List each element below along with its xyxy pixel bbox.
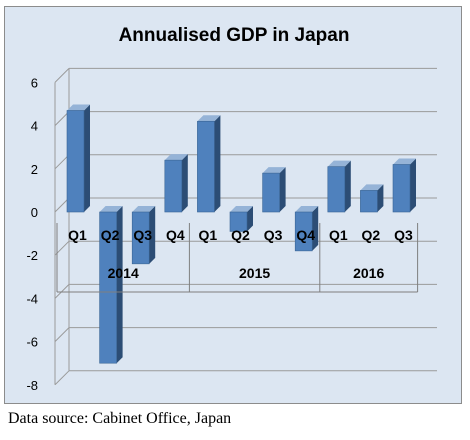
gridlines (54, 67, 437, 386)
gridline-diagonal (54, 370, 70, 386)
bar-top (164, 154, 188, 161)
bar-top (132, 206, 156, 212)
x-group-label: 2015 (239, 265, 270, 281)
x-category-label: Q1 (199, 227, 218, 243)
bar-side (312, 206, 319, 251)
x-category-label: Q2 (362, 227, 381, 243)
x-category-label: Q1 (329, 227, 348, 243)
bar-top (262, 167, 286, 174)
bar (294, 211, 313, 252)
bar (360, 190, 378, 213)
gridline-diagonal (54, 197, 70, 213)
bar-side (344, 160, 351, 212)
y-tick-label: 0 (31, 205, 38, 220)
x-category-label: Q3 (394, 227, 413, 243)
x-category-label: Q4 (296, 227, 315, 243)
bar (327, 166, 346, 213)
bar (392, 164, 411, 213)
gridline-diagonal (54, 68, 70, 83)
y-tick-label: -4 (26, 291, 38, 306)
y-tick-label: 4 (31, 119, 38, 134)
x-category-label: Q2 (101, 227, 120, 243)
gridline-diagonal (54, 284, 70, 299)
x-category-label: Q3 (133, 227, 152, 243)
bar-side (181, 154, 188, 212)
bar (164, 159, 183, 213)
bar (262, 172, 280, 213)
bars (66, 104, 416, 364)
x-category-label: Q3 (264, 227, 283, 243)
bar-side (149, 206, 156, 264)
bar (66, 110, 85, 213)
gridline-diagonal (54, 327, 70, 342)
y-tick-label: 2 (31, 162, 38, 177)
bar-side (247, 206, 253, 232)
x-axis-labels: Q1 Q2 Q3 Q4 Q1 Q2 Q3 Q4 Q1 Q2 Q3 2014 2015 2016 (56, 223, 419, 293)
gridline-diagonal (54, 111, 70, 126)
bar-side (214, 115, 221, 212)
bar (99, 211, 117, 364)
chart-title: Annualised GDP in Japan (119, 25, 350, 46)
bar-top (393, 158, 416, 165)
y-tick-label: -8 (26, 378, 38, 393)
source-note: Data source: Cabinet Office, Japan (8, 410, 232, 427)
bar (197, 120, 215, 213)
y-tick-label: 6 (31, 75, 38, 90)
x-category-label: Q2 (231, 227, 250, 243)
bar-top (67, 104, 90, 111)
bar-top (327, 160, 351, 167)
y-axis-ticks: 6 4 2 0 -2 -4 -6 -8 (26, 75, 38, 392)
x-category-label: Q4 (166, 227, 185, 243)
bar-top (230, 206, 253, 212)
chart-frame: Annualised GDP in Japan 6 4 2 0 -2 -4 -6 -8 Q1 Q… (4, 6, 462, 404)
x-group-label: 2014 (108, 265, 139, 281)
x-category-label: Q1 (68, 227, 87, 243)
y-tick-label: -2 (26, 248, 38, 263)
bar (131, 211, 150, 265)
y-tick-label: -6 (26, 335, 38, 350)
bar-top (99, 206, 123, 212)
bar-side (410, 158, 416, 212)
bar-top (360, 184, 384, 191)
bar-side (377, 184, 384, 212)
bar (229, 211, 248, 232)
bar-side (279, 167, 286, 212)
bar-side (84, 104, 90, 212)
bar-side (116, 206, 123, 364)
x-group-label: 2016 (353, 265, 384, 281)
bar-top (295, 206, 319, 212)
gridline-diagonal (54, 154, 70, 170)
bar-top (197, 115, 221, 122)
